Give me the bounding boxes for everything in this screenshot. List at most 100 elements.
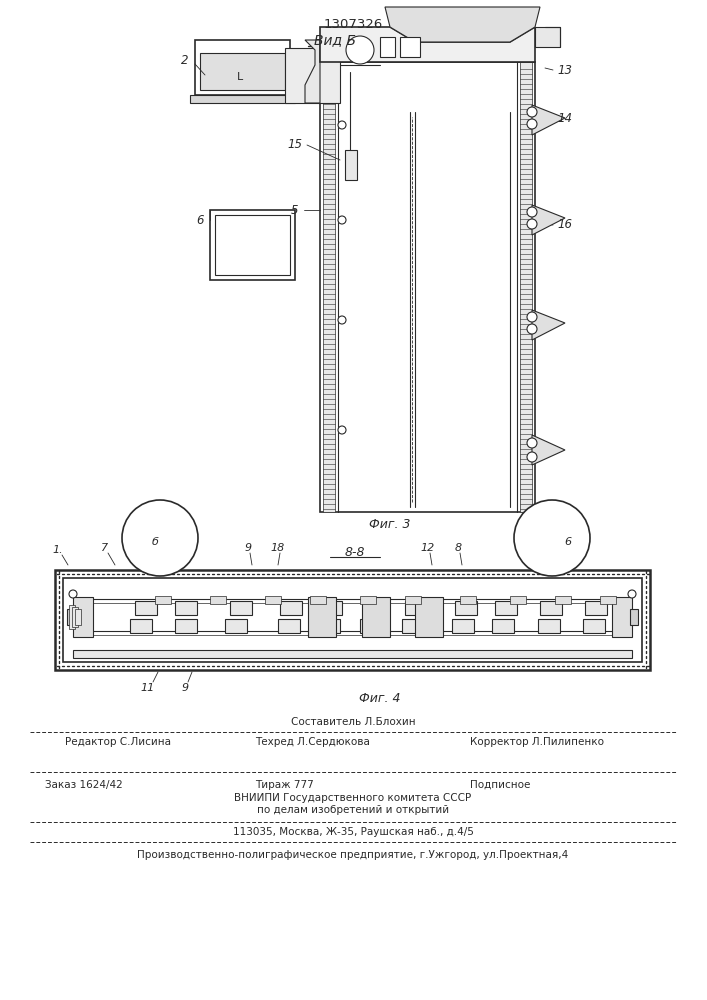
Bar [540,601,562,615]
Bar [583,619,605,633]
Bar [175,619,197,633]
Polygon shape [532,105,565,135]
Text: 9: 9 [245,543,252,553]
Bar [69,605,75,629]
Text: 6: 6 [197,214,204,227]
Bar [72,607,78,627]
Bar [630,609,638,625]
Bar [280,601,302,615]
Circle shape [338,121,346,129]
Text: 14: 14 [558,111,573,124]
Text: по делам изобретений и открытий: по делам изобретений и открытий [257,805,449,815]
Bar [318,619,340,633]
Circle shape [338,216,346,224]
Bar [200,53,285,90]
Bar [285,48,340,103]
Circle shape [346,36,374,64]
Text: 8-8: 8-8 [345,546,366,558]
Bar [585,601,607,615]
Text: 9: 9 [182,683,189,693]
Text: Редактор С.Лисина: Редактор С.Лисина [65,737,171,747]
Bar [310,596,326,604]
Text: 1.: 1. [53,545,64,555]
Bar [492,619,514,633]
Text: 2: 2 [181,53,189,66]
Bar [380,37,395,57]
Bar [520,62,532,512]
Text: Составитель Л.Блохин: Составитель Л.Блохин [291,717,415,727]
Bar [215,215,290,275]
Text: 7: 7 [101,543,109,553]
Text: 8: 8 [455,543,462,553]
Bar [460,596,476,604]
Circle shape [527,107,537,117]
Circle shape [527,207,537,217]
Circle shape [527,119,537,129]
Bar [73,650,632,658]
Bar [365,601,387,615]
Bar [195,40,290,95]
Bar [155,596,171,604]
Bar [345,150,357,180]
Bar [455,601,477,615]
Bar [135,601,157,615]
Circle shape [338,316,346,324]
Bar [308,597,336,637]
Polygon shape [532,435,565,465]
Bar [210,210,295,280]
Text: 6: 6 [564,537,571,547]
Circle shape [122,500,198,576]
Circle shape [628,590,636,598]
Bar [210,596,226,604]
Text: 12: 12 [421,543,435,553]
Bar [295,57,315,75]
Text: Заказ 1624/42: Заказ 1624/42 [45,780,123,790]
Text: Фиг. 3: Фиг. 3 [369,518,411,530]
Text: ВНИИПИ Государственного комитета СССР: ВНИИПИ Государственного комитета СССР [235,793,472,803]
Bar [538,619,560,633]
Text: L: L [237,72,243,82]
Bar [555,596,571,604]
Text: Техред Л.Сердюкова: Техред Л.Сердюкова [255,737,370,747]
Bar [402,619,424,633]
Circle shape [527,312,537,322]
Polygon shape [305,40,320,103]
Bar [415,597,443,637]
Bar [73,597,93,637]
Text: Корректор Л.Пилипенко: Корректор Л.Пилипенко [470,737,604,747]
Polygon shape [320,27,535,62]
Bar [230,601,252,615]
Text: Тираж 777: Тираж 777 [255,780,314,790]
Bar [600,596,616,604]
Text: 13: 13 [558,64,573,77]
Bar [360,619,382,633]
Bar [320,62,535,512]
Circle shape [69,590,77,598]
Text: Вид Б: Вид Б [314,33,356,47]
Bar [405,601,427,615]
Bar [75,609,81,625]
Bar [225,619,247,633]
Bar [405,596,421,604]
Circle shape [527,452,537,462]
Bar [510,596,526,604]
Bar [320,601,342,615]
Bar [175,601,197,615]
Bar [63,578,642,662]
Text: 16: 16 [558,219,573,232]
Circle shape [338,426,346,434]
Text: 18: 18 [271,543,285,553]
Text: 113035, Москва, Ж-35, Раушская наб., д.4/5: 113035, Москва, Ж-35, Раушская наб., д.4… [233,827,474,837]
Bar [130,619,152,633]
Circle shape [527,438,537,448]
Bar [612,597,632,637]
Bar [535,27,560,47]
Bar [55,570,650,670]
Bar [278,619,300,633]
Text: 5: 5 [291,204,299,217]
Circle shape [527,324,537,334]
Text: б: б [151,537,158,547]
Circle shape [514,500,590,576]
Bar [323,62,335,512]
Bar [265,596,281,604]
